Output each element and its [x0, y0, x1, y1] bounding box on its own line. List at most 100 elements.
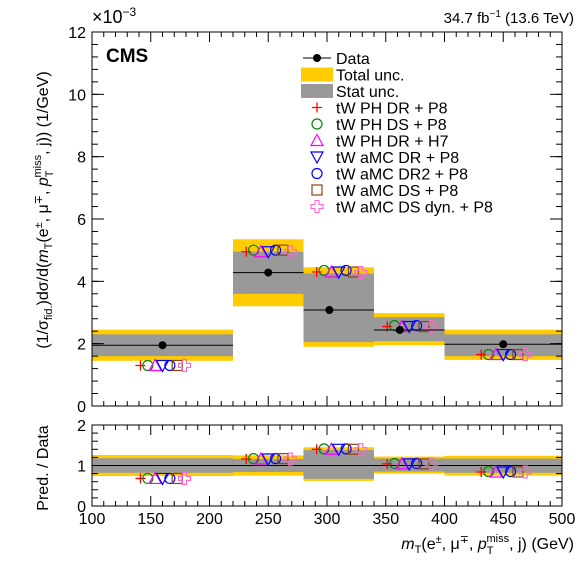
legend-marker-swatch	[311, 184, 323, 196]
legend-marker-swatch	[309, 133, 325, 147]
main-marker-tw-amc-dr2-p8	[411, 319, 423, 332]
ratio-marker-tw-ph-ds-p8	[318, 443, 330, 455]
ratio-marker-tw-ph-dr-p8	[382, 458, 393, 469]
x-tick-label: 100	[79, 511, 106, 528]
x-axis-title: mT(e±, μ∓, pTmiss, j) (GeV)	[401, 533, 574, 556]
x-tick-label: 450	[490, 511, 517, 528]
y-scale-exponent: ×10−3	[92, 5, 137, 27]
legend-entry-label: tW aMC DR2 + P8	[336, 167, 468, 184]
main-stat-unc-band	[303, 273, 374, 343]
legend-band-swatch	[301, 84, 333, 98]
legend-entry-label: tW aMC DS dyn. + P8	[336, 200, 493, 217]
main-marker-tw-amc-ds-dyn-p8	[178, 358, 192, 373]
ratio-marker-tw-ph-dr-h7	[253, 451, 268, 465]
main-marker-tw-ph-dr-p8	[241, 246, 252, 257]
cms-label: CMS	[106, 46, 148, 67]
legend-marker-swatch	[310, 199, 324, 214]
ratio-marker-tw-ph-dr-p8	[476, 466, 487, 477]
legend-entry-label: tW PH DR + H7	[336, 134, 449, 151]
main-prediction-markers	[135, 244, 532, 373]
ratio-marker-tw-amc-dr2-p8	[270, 453, 282, 465]
data-point	[158, 341, 167, 350]
ratio-marker-tw-ph-dr-p8	[135, 473, 146, 484]
ratio-marker-tw-amc-ds-p8	[347, 443, 360, 455]
ratio-y-tick-label: 0	[77, 499, 86, 516]
data-point	[264, 268, 273, 277]
main-y-tick-label: 2	[77, 337, 86, 354]
ratio-marker-tw-ph-dr-h7	[394, 456, 409, 470]
main-marker-tw-ph-dr-h7	[324, 264, 339, 278]
ratio-marker-tw-ph-dr-p8	[311, 444, 322, 455]
main-marker-tw-ph-dr-p8	[135, 360, 146, 371]
legend-marker-swatch	[311, 118, 323, 130]
legend-marker-swatch	[312, 102, 322, 113]
legend-band-swatch	[301, 67, 333, 82]
legend-entry-label: Stat unc.	[336, 84, 399, 101]
main-marker-tw-ph-ds-p8	[142, 359, 154, 372]
ratio-marker-tw-amc-ds-p8	[171, 472, 183, 485]
ratio-marker-tw-ph-ds-p8	[142, 472, 154, 485]
ratio-marker-tw-amc-ds-p8	[418, 458, 430, 470]
main-marker-tw-ph-dr-h7	[253, 244, 268, 258]
ratio-marker-tw-amc-dr2-p8	[164, 472, 176, 485]
ratio-marker-tw-amc-ds-dyn-p8	[178, 471, 192, 486]
main-marker-tw-amc-ds-p8	[347, 266, 360, 278]
ratio-marker-tw-amc-ds-dyn-p8	[283, 452, 297, 466]
data-point	[325, 306, 334, 315]
main-marker-tw-ph-dr-h7	[148, 358, 163, 372]
ratio-marker-tw-amc-ds-p8	[512, 466, 524, 478]
legend-marker-swatch	[309, 151, 325, 165]
x-tick-label: 150	[137, 511, 164, 528]
main-y-tick-label: 4	[77, 274, 86, 291]
main-marker-tw-amc-ds-dyn-p8	[424, 319, 438, 334]
x-tick-label: 250	[255, 511, 282, 528]
main-y-tick-label: 0	[77, 399, 86, 416]
x-tick-label: 400	[431, 511, 458, 528]
main-marker-tw-ph-ds-p8	[482, 348, 495, 361]
main-marker-tw-amc-dr-p8	[155, 359, 170, 373]
ratio-marker-tw-amc-ds-dyn-p8	[354, 443, 368, 457]
main-y-tick-label: 10	[68, 87, 86, 104]
main-y-tick-label: 8	[77, 150, 86, 167]
ratio-marker-tw-ph-ds-p8	[482, 465, 495, 478]
ratio-marker-tw-ph-dr-h7	[488, 464, 503, 478]
ratio-marker-tw-ph-dr-p8	[241, 454, 252, 465]
main-marker-tw-amc-dr-p8	[496, 348, 511, 362]
data-points	[92, 268, 562, 350]
legend-entry-label: Data	[336, 51, 370, 68]
main-marker-tw-amc-dr2-p8	[340, 264, 352, 277]
main-marker-tw-amc-dr2-p8	[505, 348, 517, 361]
data-point	[499, 340, 508, 349]
main-marker-tw-ph-dr-h7	[488, 347, 503, 361]
ratio-marker-tw-amc-dr2-p8	[411, 457, 423, 470]
ratio-marker-tw-amc-ds-p8	[277, 453, 289, 465]
legend-entry-label: tW PH DR + P8	[336, 101, 448, 118]
ratio-marker-tw-ph-dr-h7	[324, 442, 339, 455]
data-point	[395, 325, 404, 334]
x-tick-label: 350	[372, 511, 399, 528]
legend-data-marker	[313, 54, 321, 62]
ratio-marker-tw-ph-ds-p8	[247, 453, 260, 465]
ratio-marker-tw-amc-dr-p8	[155, 472, 170, 486]
main-marker-tw-amc-ds-dyn-p8	[518, 348, 532, 362]
ratio-marker-tw-amc-dr2-p8	[340, 443, 352, 455]
ratio-marker-tw-amc-dr2-p8	[505, 465, 517, 478]
ratio-marker-tw-ph-ds-p8	[388, 457, 401, 470]
main-marker-tw-amc-ds-dyn-p8	[354, 266, 368, 280]
main-y-tick-label: 6	[77, 212, 86, 229]
ratio-marker-tw-amc-ds-dyn-p8	[518, 465, 532, 479]
legend-marker-swatch	[311, 167, 323, 180]
ratio-marker-tw-ph-dr-h7	[148, 471, 163, 485]
legend-entry-label: Total unc.	[336, 68, 404, 85]
ratio-prediction-markers	[135, 442, 532, 486]
x-tick-label: 200	[196, 511, 223, 528]
legend-entry-label: tW aMC DR + P8	[336, 150, 459, 167]
main-y-tick-label: 12	[68, 25, 86, 42]
legend-entry-label: tW PH DS + P8	[336, 117, 447, 134]
main-stat-unc-band	[374, 317, 445, 342]
ratio-y-tick-label: 1	[77, 459, 86, 476]
